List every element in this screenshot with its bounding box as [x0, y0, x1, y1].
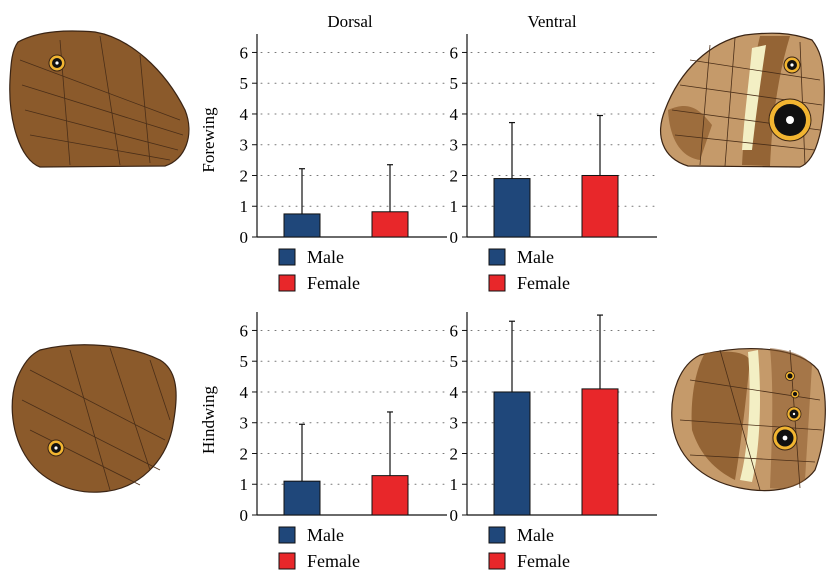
hindwing-ventral-illustration: [671, 348, 826, 492]
y-tick-label: 6: [240, 43, 249, 62]
y-tick-label: 5: [240, 74, 249, 93]
legend-label-female: Female: [307, 273, 360, 293]
y-tick-label: 5: [240, 352, 249, 371]
y-tick-label: 0: [240, 506, 249, 525]
y-tick-label: 2: [240, 444, 249, 463]
y-tick-label: 2: [450, 444, 459, 463]
legend-label-male: Male: [517, 247, 554, 267]
y-tick-label: 3: [450, 414, 459, 433]
bar-male: [283, 213, 321, 238]
y-tick-label: 1: [240, 475, 249, 494]
legend-label-female: Female: [517, 551, 570, 571]
bar-male: [283, 480, 321, 516]
column-title-ventral: Ventral: [527, 12, 576, 31]
legend-swatch-male: [488, 248, 506, 266]
legend-label-female: Female: [307, 551, 360, 571]
y-tick-label: 0: [450, 506, 459, 525]
legend-swatch-male: [488, 526, 506, 544]
legend-swatch-female: [278, 552, 296, 570]
y-tick-label: 1: [240, 197, 249, 216]
legend-label-male: Male: [307, 525, 344, 545]
forewing-ventral-illustration: [660, 32, 825, 168]
panel-forewing-dorsal: 0 1 2 3 4 5 6 Male Female: [240, 34, 448, 293]
y-tick-label: 4: [450, 105, 459, 124]
bar-female: [371, 475, 409, 516]
y-tick-label: 6: [450, 321, 459, 340]
legend-swatch-female: [278, 274, 296, 292]
legend-label-female: Female: [517, 273, 570, 293]
y-tick-label: 2: [240, 166, 249, 185]
bar-female: [371, 211, 409, 238]
y-tick-label: 1: [450, 197, 459, 216]
legend-swatch-female: [488, 274, 506, 292]
y-tick-label: 3: [240, 136, 249, 155]
legend-label-male: Male: [517, 525, 554, 545]
y-tick-label: 0: [450, 228, 459, 247]
panel-hindwing-ventral: 0 1 2 3 4 5 6 Male Female: [450, 312, 658, 571]
bar-female: [581, 388, 619, 516]
forewing-dorsal-illustration: [9, 30, 190, 168]
y-tick-label: 6: [450, 43, 459, 62]
y-tick-label: 3: [450, 136, 459, 155]
panel-forewing-ventral: 0 1 2 3 4 5 6 Male Female: [450, 34, 658, 293]
legend-swatch-male: [278, 248, 296, 266]
hindwing-dorsal-illustration: [11, 344, 177, 493]
column-title-dorsal: Dorsal: [327, 12, 373, 31]
row-title-forewing: Forewing: [199, 107, 218, 173]
y-tick-label: 4: [240, 383, 249, 402]
y-tick-label: 4: [450, 383, 459, 402]
y-tick-label: 5: [450, 352, 459, 371]
row-title-hindwing: Hindwing: [199, 386, 218, 455]
y-tick-label: 0: [240, 228, 249, 247]
bar-female: [581, 174, 619, 238]
y-tick-label: 6: [240, 321, 249, 340]
y-tick-label: 4: [240, 105, 249, 124]
panel-hindwing-dorsal: 0 1 2 3 4 5 6 Male Female: [240, 312, 448, 571]
bar-male: [493, 391, 531, 516]
legend-swatch-male: [278, 526, 296, 544]
y-tick-label: 3: [240, 414, 249, 433]
y-tick-label: 2: [450, 166, 459, 185]
legend-label-male: Male: [307, 247, 344, 267]
y-tick-label: 5: [450, 74, 459, 93]
bar-male: [493, 178, 531, 238]
y-tick-label: 1: [450, 475, 459, 494]
legend-swatch-female: [488, 552, 506, 570]
